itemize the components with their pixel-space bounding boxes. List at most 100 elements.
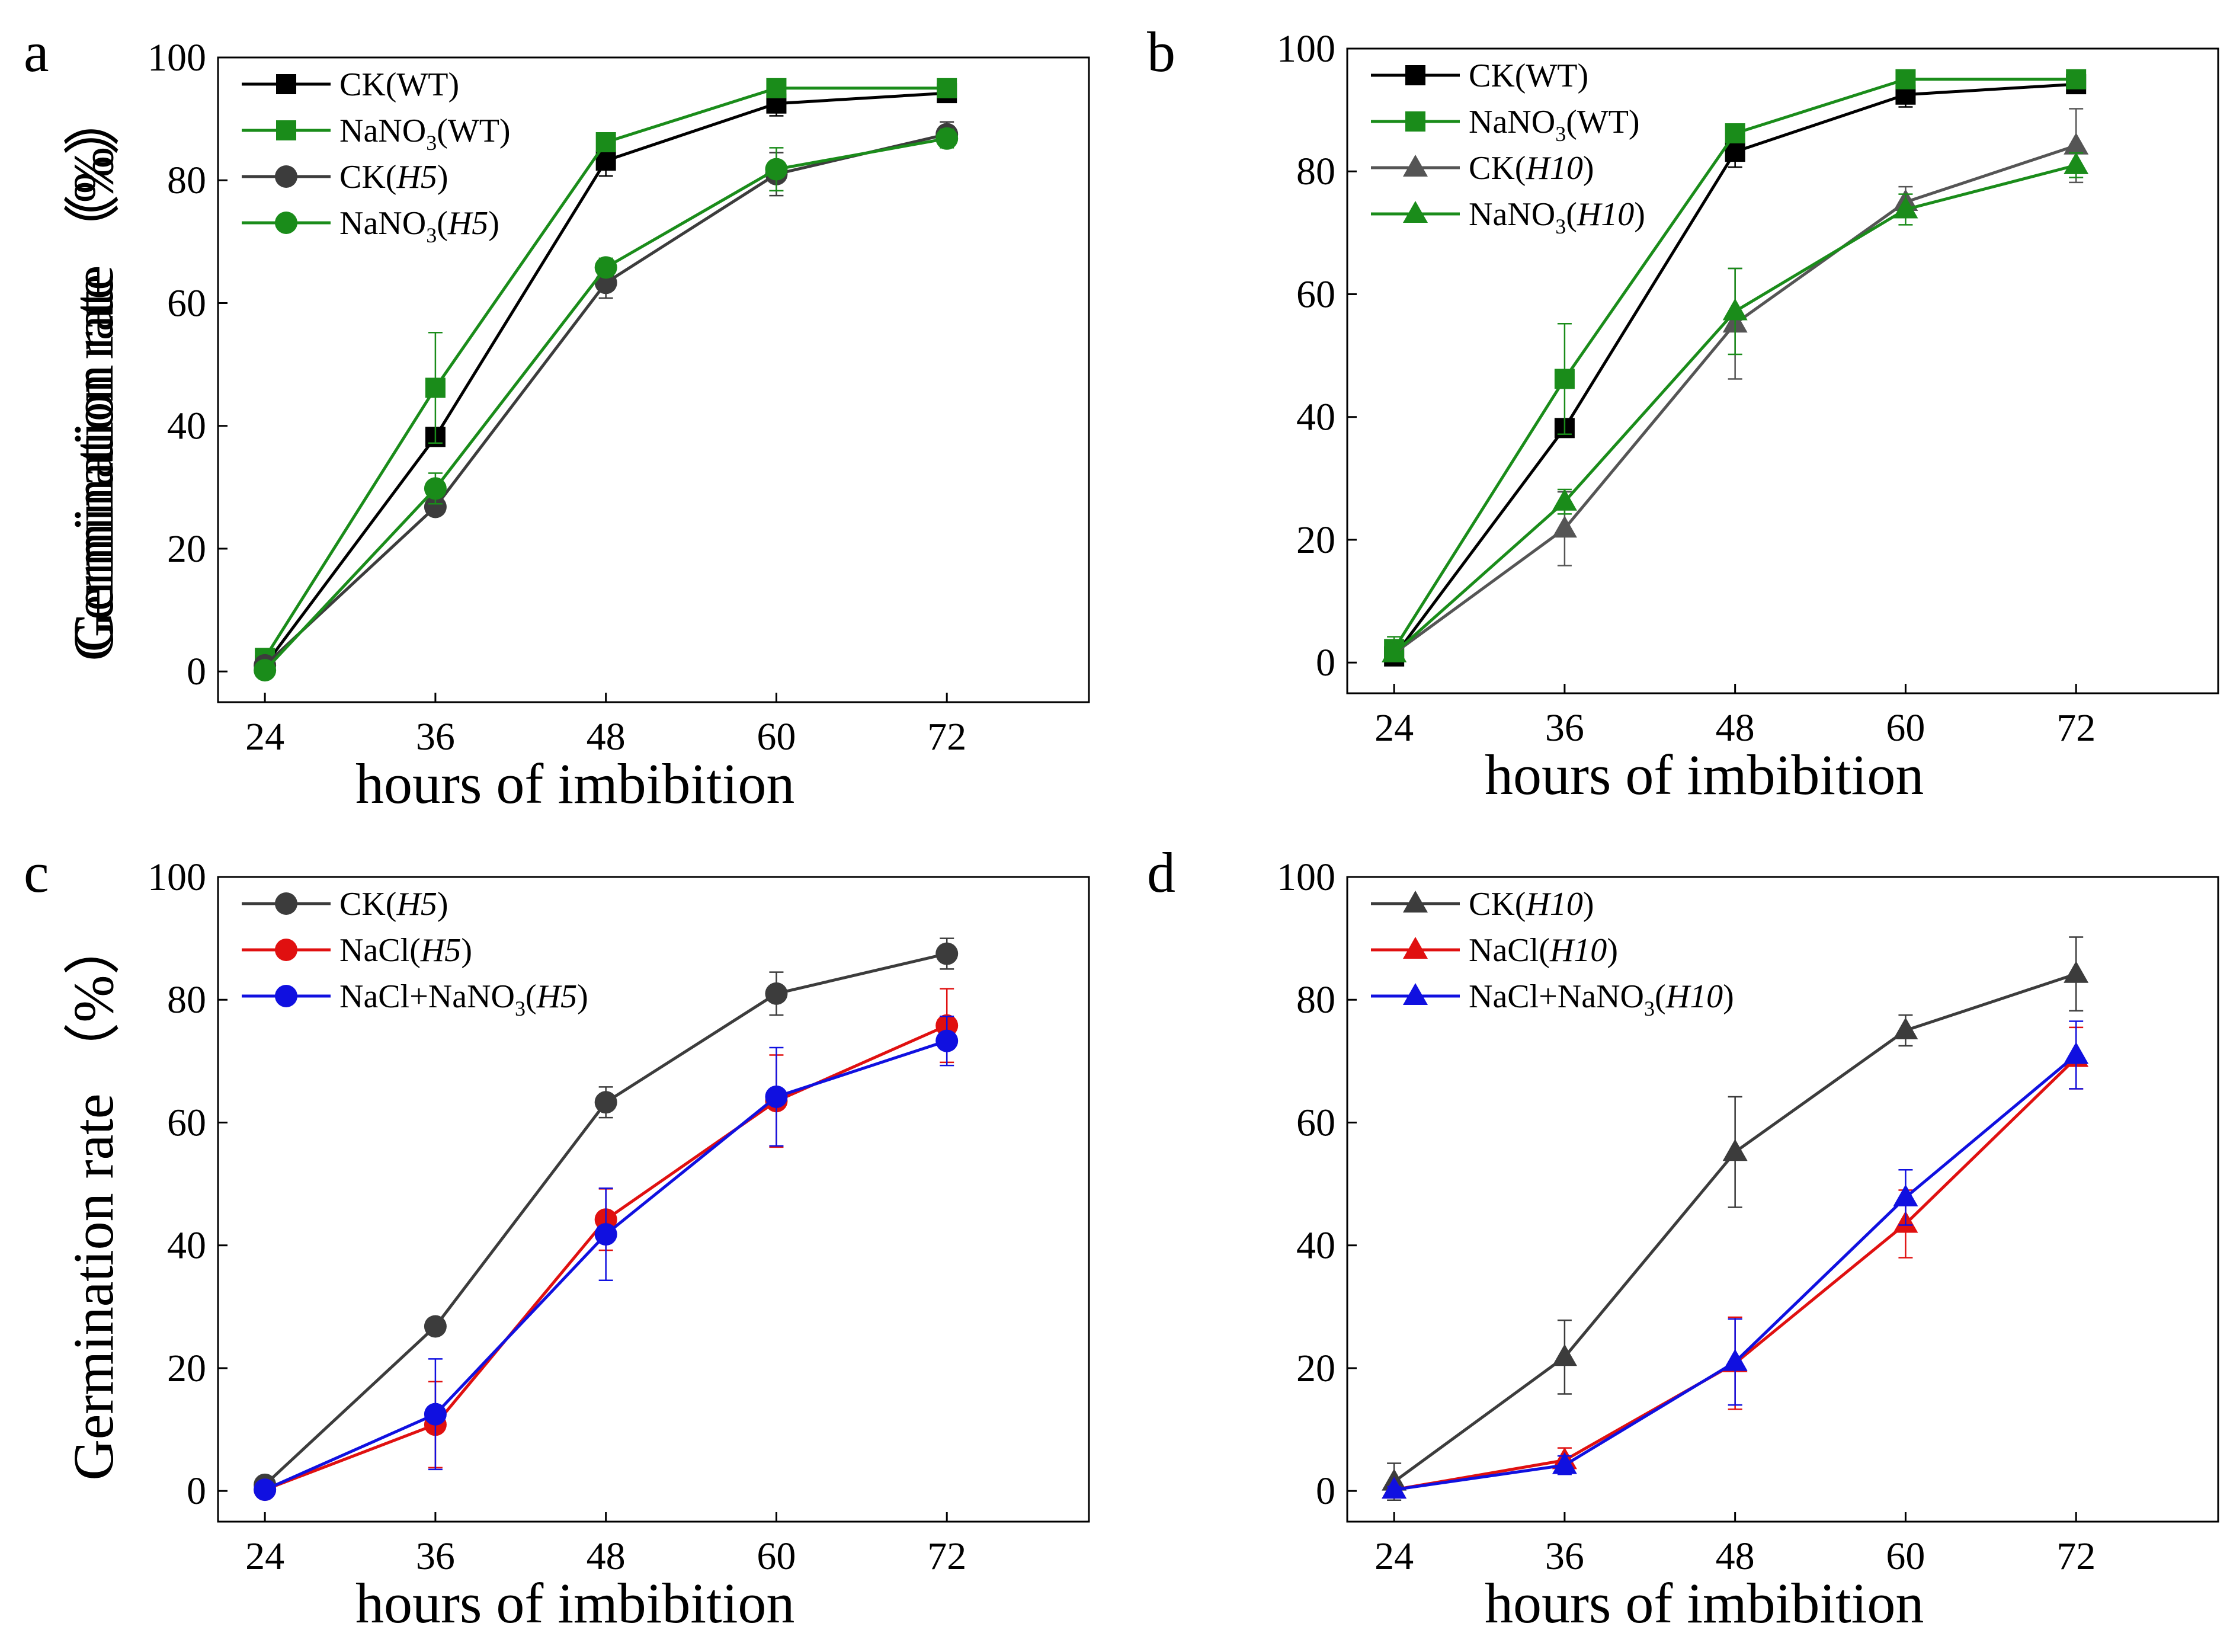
data-point — [2064, 132, 2089, 155]
data-point — [254, 659, 277, 682]
series-NaCl+NaNO3(H5) — [254, 1015, 959, 1501]
data-point — [595, 132, 616, 152]
legend-marker — [1405, 65, 1425, 85]
y-tick-label: 20 — [1296, 518, 1335, 562]
y-tick-label: 60 — [1296, 1101, 1335, 1144]
legend-marker — [1405, 111, 1425, 132]
legend-marker — [276, 120, 296, 140]
x-tick-label: 60 — [1886, 706, 1925, 750]
data-point — [1722, 1349, 1748, 1371]
legend-marker — [1403, 155, 1428, 177]
data-point — [1893, 1017, 1918, 1040]
data-point — [424, 495, 447, 518]
plot-frame — [217, 876, 1090, 1523]
plot-frame — [1346, 876, 2219, 1523]
data-point — [254, 1478, 277, 1501]
data-point — [1722, 298, 1748, 321]
data-point — [765, 982, 788, 1005]
legend-marker — [276, 74, 296, 94]
y-tick-label: 20 — [1296, 1347, 1335, 1390]
x-tick-label: 36 — [416, 715, 455, 758]
series-NaNO3(H10) — [1382, 152, 2089, 662]
y-axis-label: Germination rate （%） — [62, 918, 125, 1480]
panel-letter: d — [1147, 841, 1175, 904]
data-point — [594, 1223, 617, 1246]
legend-marker — [1403, 201, 1428, 223]
y-tick-label: 0 — [187, 1469, 206, 1513]
data-point — [594, 1091, 617, 1114]
y-tick-label: 100 — [1277, 27, 1335, 71]
y-tick-label: 20 — [167, 527, 206, 571]
chart-panel-b: b 24 36 48 60 72 0 20 40 60 80 100 hours of imbibiti… — [62, 20, 2219, 806]
data-point — [424, 1403, 447, 1426]
x-tick-label: 72 — [927, 715, 966, 758]
data-point — [1382, 640, 1407, 662]
y-tick-label: 100 — [1277, 856, 1335, 899]
legend-entry: CK(WT) — [1469, 57, 1588, 94]
x-tick-label: 72 — [2056, 1535, 2096, 1578]
data-point — [1893, 196, 1918, 219]
x-tick-label: 48 — [587, 715, 626, 758]
data-point — [1722, 1139, 1748, 1161]
x-tick-label: 36 — [1545, 706, 1584, 750]
legend-entry: NaCl+NaNO3(H5) — [339, 978, 588, 1020]
x-axis-label: hours of imbibition — [355, 752, 794, 815]
plot-frame — [217, 56, 1090, 703]
x-tick-label: 60 — [1886, 1535, 1925, 1578]
legend-entry: NaNO3(WT) — [339, 113, 511, 155]
data-point — [1552, 1344, 1577, 1366]
data-point — [1554, 369, 1575, 389]
data-point — [766, 78, 787, 98]
plot-frame — [1346, 47, 2219, 694]
y-tick-label: 20 — [167, 1347, 206, 1390]
x-tick-label: 24 — [245, 1535, 284, 1578]
data-point — [937, 78, 957, 98]
y-tick-label: 0 — [187, 650, 206, 693]
legend-entry: NaNO3(H10) — [1469, 196, 1645, 238]
y-tick-label: 60 — [167, 281, 206, 325]
legend-marker — [1403, 891, 1428, 913]
x-tick-label: 60 — [757, 1535, 796, 1578]
data-point — [935, 127, 959, 150]
x-axis-label: hours of imbibition — [355, 1571, 794, 1635]
legend-entry: NaNO3(WT) — [1469, 104, 1640, 146]
data-point — [2064, 1042, 2089, 1064]
legend-marker — [1403, 983, 1428, 1005]
y-tick-label: 100 — [148, 856, 206, 899]
x-tick-label: 72 — [2056, 706, 2096, 750]
y-axis-label: Germination rate （%） — [62, 918, 125, 1480]
data-point — [594, 256, 617, 279]
series-CK(H10) — [1382, 108, 2089, 662]
data-point — [425, 377, 446, 398]
chart-panel-d: d 24 36 48 60 72 0 20 40 60 80 100 hours of imbibiti… — [62, 841, 2219, 1635]
legend-marker — [1403, 937, 1428, 959]
data-point — [1895, 69, 1916, 89]
x-tick-label: 24 — [1374, 1535, 1414, 1578]
series-NaNO3(H5) — [254, 127, 959, 682]
x-tick-label: 72 — [927, 1535, 966, 1578]
y-tick-label: 80 — [1296, 978, 1335, 1022]
legend-entry: CK(H10) — [1469, 886, 1594, 923]
y-axis-label: Germination rate （%） — [62, 98, 125, 661]
x-tick-label: 48 — [587, 1535, 626, 1578]
panel-letter: a — [24, 20, 49, 84]
data-point — [1552, 1452, 1577, 1474]
y-tick-label: 60 — [167, 1101, 206, 1144]
y-tick-label: 60 — [1296, 273, 1335, 316]
panel-letter: c — [24, 841, 49, 904]
x-tick-label: 36 — [416, 1535, 455, 1578]
y-tick-label: 40 — [1296, 396, 1335, 439]
y-tick-label: 80 — [167, 159, 206, 202]
data-point — [1382, 1477, 1407, 1499]
y-tick-label: 0 — [1316, 641, 1335, 684]
legend-entry: CK(H10) — [1469, 150, 1594, 187]
legend-entry: NaCl(H10) — [1469, 932, 1618, 969]
data-point — [2064, 152, 2089, 174]
chart-panel-c: c 24 36 48 60 72 0 20 40 60 80 100 hours of imbibiti… — [24, 841, 1090, 1635]
legend-entry: CK(H5) — [339, 159, 448, 196]
y-tick-label: 40 — [167, 405, 206, 448]
y-tick-label: 100 — [148, 36, 206, 79]
data-point — [1552, 488, 1577, 511]
data-point — [1893, 1184, 1918, 1206]
